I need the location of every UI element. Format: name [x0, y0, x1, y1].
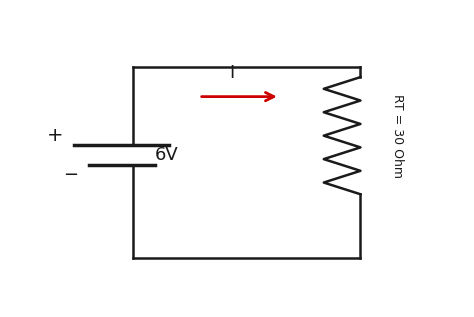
Text: RT = 30 Ohm: RT = 30 Ohm: [391, 94, 404, 178]
Text: −: −: [63, 166, 78, 184]
Text: +: +: [47, 126, 64, 145]
Text: I: I: [229, 64, 235, 82]
Text: 6V: 6V: [155, 146, 179, 164]
